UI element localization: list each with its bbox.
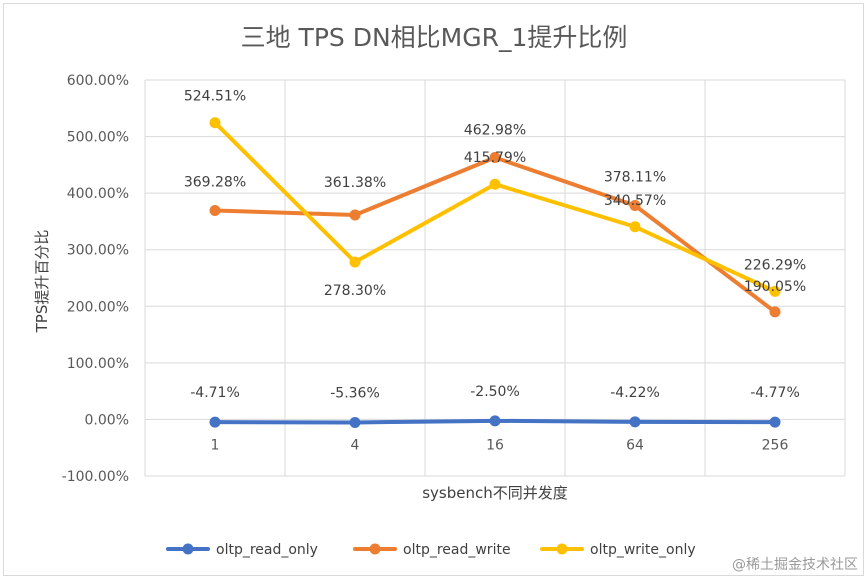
x-tick-label: 4 [351,437,360,453]
data-label-oltp_read_only: -5.36% [330,385,380,401]
data-point-oltp_read_only [489,415,501,427]
legend-label-oltp_read_write: oltp_read_write [403,542,511,558]
data-label-oltp_read_write: 361.38% [324,175,386,191]
data-point-oltp_read_write [209,205,221,217]
data-label-oltp_read_write: 190.05% [744,279,806,295]
x-axis-ticks: 1 4 16 64 256 [211,437,789,453]
x-tick-label: 64 [626,437,644,453]
x-tick-label: 16 [486,437,504,453]
legend-marker-oltp_read_write [369,543,381,555]
data-label-oltp_write_only: 278.30% [324,283,386,299]
legend-marker-oltp_read_only [182,543,194,555]
x-tick-label: 1 [211,437,220,453]
gridlines [144,79,846,477]
data-label-oltp_read_only: -2.50% [470,384,520,400]
data-label-oltp_read_only: -4.22% [610,385,660,401]
data-labels: -4.71% -5.36% -2.50% -4.22% -4.77% 369.28% 361… [184,89,806,402]
data-point-oltp_read_only [349,416,361,428]
data-label-oltp_read_write: 462.98% [464,123,526,139]
y-tick-label: 600.00% [67,73,129,89]
data-label-oltp_write_only: 415.79% [464,150,526,166]
data-point-oltp_write_only [349,256,361,268]
y-tick-label: 500.00% [67,130,129,146]
data-label-oltp_write_only: 226.29% [744,257,806,273]
legend: oltp_read_only oltp_read_write oltp_write_… [166,542,696,558]
x-tick-label: 256 [762,437,789,453]
data-label-oltp_read_write: 369.28% [184,175,246,191]
data-point-oltp_write_only [489,178,501,190]
data-label-oltp_read_write: 378.11% [604,170,666,186]
data-point-oltp_read_write [769,306,781,318]
y-tick-label: 200.00% [67,299,129,315]
legend-label-oltp_read_only: oltp_read_only [216,542,318,558]
y-tick-label: 400.00% [67,186,129,202]
data-label-oltp_write_only: 524.51% [184,89,246,105]
y-tick-label: 100.00% [67,356,129,372]
data-label-oltp_write_only: 340.57% [604,193,666,209]
data-point-oltp_read_write [489,152,501,164]
watermark: @稀土掘金技术社区 [732,557,858,573]
y-tick-label: 0.00% [85,412,129,428]
y-tick-label: 300.00% [67,243,129,259]
data-label-oltp_read_only: -4.77% [750,385,800,401]
series-lines [209,117,781,428]
y-axis-ticks: -100.00% 0.00% 100.00% 200.00% 300.00% 400.00… [62,73,129,485]
chart-title: 三地 TPS DN相比MGR_1提升比例 [241,23,628,52]
data-point-oltp_read_write [349,209,361,221]
data-point-oltp_read_only [209,416,221,428]
data-point-oltp_read_only [629,416,641,428]
x-axis-label: sysbench不同并发度 [422,484,568,502]
data-point-oltp_read_write [629,200,641,212]
data-point-oltp_write_only [629,221,641,233]
data-point-oltp_read_only [769,416,781,428]
data-label-oltp_read_only: -4.71% [190,385,240,401]
legend-marker-oltp_write_only [556,543,568,555]
y-axis-label: TPS提升百分比 [33,230,51,334]
chart-frame [3,3,864,576]
data-point-oltp_write_only [209,117,221,129]
data-point-oltp_write_only [769,285,781,297]
legend-label-oltp_write_only: oltp_write_only [590,542,696,558]
y-tick-label: -100.00% [62,469,129,485]
series-line-oltp_write_only [213,120,777,294]
